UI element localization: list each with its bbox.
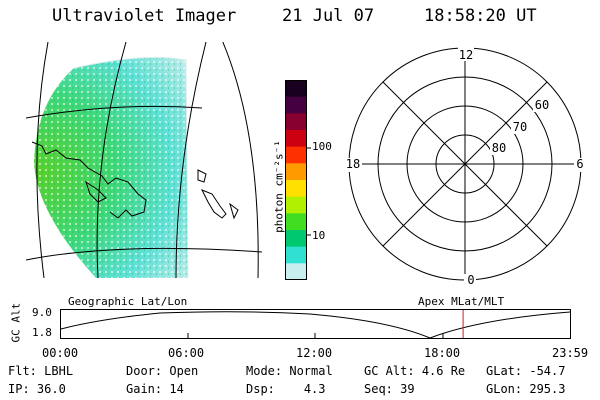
info-dsp: Dsp: 4.3 <box>246 382 326 396</box>
time-tick-1200: 12:00 <box>296 346 333 360</box>
info-seq: Seq: 39 <box>364 382 415 396</box>
info-door: Door: Open <box>126 364 198 378</box>
info-ip-value: 36.0 <box>36 382 66 396</box>
info-seq-value: 39 <box>400 382 415 396</box>
colorbar-tick-100: 100 <box>312 140 332 153</box>
date-label: 21 Jul 07 <box>282 6 375 26</box>
mlt-label-right: 6 <box>576 157 583 171</box>
colorbar-band <box>285 80 307 98</box>
info-seq-label: Seq: <box>364 382 393 396</box>
colorbar-bands <box>285 80 307 280</box>
info-glon-label: GLon: <box>486 382 523 396</box>
polar-plot: 12 0 18 6 60 70 80 <box>344 47 586 287</box>
info-door-label: Door: <box>126 364 163 378</box>
orbit-left-title: Geographic Lat/Lon <box>68 295 188 308</box>
mlat-label-80: 80 <box>492 141 506 155</box>
info-gcalt-value: 4.6 Re <box>421 364 466 378</box>
info-ip: IP: 36.0 <box>8 382 66 396</box>
colorbar-ticks <box>306 147 311 236</box>
info-gain-label: Gain: <box>126 382 163 396</box>
mlat-label-70: 70 <box>513 120 527 134</box>
info-gcalt: GC Alt: 4.6 Re <box>364 364 465 378</box>
time-tick-1800: 18:00 <box>424 346 461 360</box>
info-gain: Gain: 14 <box>126 382 184 396</box>
time-tick-2359: 23:59 <box>552 346 589 360</box>
colorbar-unit-label: photon cm⁻²s⁻¹ <box>272 140 286 233</box>
info-glon-value: 295.3 <box>529 382 566 396</box>
colorbar-band <box>285 246 307 264</box>
info-gcalt-label: GC Alt: <box>364 364 415 378</box>
colorbar-band <box>285 213 307 231</box>
latlon-grid <box>26 42 262 278</box>
altitude-curve <box>60 311 571 339</box>
info-glon: GLon: 295.3 <box>486 382 565 396</box>
mlt-label-left: 18 <box>346 157 360 171</box>
mlt-label-top: 12 <box>459 48 473 62</box>
colorbar-band <box>285 96 307 114</box>
info-flt-value: LBHL <box>44 364 74 378</box>
info-mode: Mode: Normal <box>246 364 333 378</box>
info-flt-label: Flt: <box>8 364 37 378</box>
mlt-label-bottom: 0 <box>467 273 474 287</box>
geographic-image <box>26 42 262 278</box>
info-gain-value: 14 <box>169 382 184 396</box>
info-dsp-label: Dsp: <box>246 382 275 396</box>
info-ip-label: IP: <box>8 382 30 396</box>
emission-region <box>34 57 188 278</box>
time-tick-0000: 00:00 <box>42 346 79 360</box>
orbit-ytick-top: 9.0 <box>32 306 52 319</box>
colorbar-band <box>285 130 307 148</box>
orbit-ytick-bottom: 1.8 <box>32 326 52 339</box>
colorbar-band <box>285 230 307 248</box>
orbit-ylabel: GC Alt <box>9 302 23 343</box>
info-mode-label: Mode: <box>246 364 283 378</box>
mlt-line-diag-2 <box>382 81 548 247</box>
colorbar-tick-10: 10 <box>312 229 326 242</box>
coastline <box>31 141 239 220</box>
info-mode-value: Normal <box>289 364 333 378</box>
info-glat-label: GLat: <box>486 364 523 378</box>
orbit-altitude-plot <box>60 309 571 339</box>
instrument-title: Ultraviolet Imager <box>52 6 237 26</box>
colorbar <box>285 80 307 280</box>
colorbar-band <box>285 180 307 198</box>
colorbar-band <box>285 196 307 214</box>
mlat-label-60: 60 <box>535 98 549 112</box>
colorbar-band <box>285 263 307 280</box>
time-label: 18:58:20 UT <box>424 6 537 26</box>
info-dsp-value: 4.3 <box>303 382 326 396</box>
info-glat-value: -54.7 <box>529 364 566 378</box>
info-flt: Flt: LBHL <box>8 364 73 378</box>
colorbar-band <box>285 146 307 164</box>
colorbar-band <box>285 113 307 131</box>
colorbar-band <box>285 163 307 181</box>
info-glat: GLat: -54.7 <box>486 364 565 378</box>
info-door-value: Open <box>169 364 199 378</box>
time-tick-0600: 06:00 <box>168 346 205 360</box>
orbit-right-title: Apex MLat/MLT <box>418 295 505 308</box>
